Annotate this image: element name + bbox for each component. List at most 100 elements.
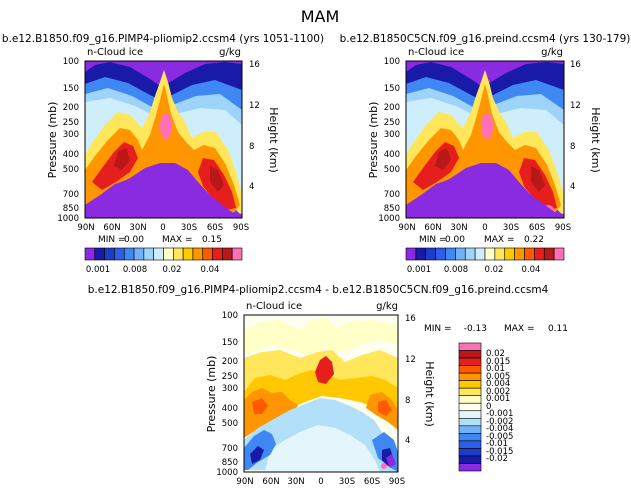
panel-c-colorbar-swatch <box>458 395 482 404</box>
panel-c-min-label: MIN = <box>424 324 452 334</box>
panel-c-colorbar-label: 0.01 <box>486 364 505 374</box>
panel-a-field <box>85 61 242 218</box>
panel-c-xtick: 0 <box>318 477 323 487</box>
panel-a-ytick: 1000 <box>57 214 79 224</box>
panel-c-xtick: 30S <box>339 477 355 487</box>
panel-c-colorbar-label: 0.02 <box>486 349 505 359</box>
panel-c-ytick: 150 <box>222 338 238 348</box>
panel-a-ytick: 250 <box>63 118 79 128</box>
panel-b-units: g/kg <box>541 47 563 58</box>
panel-b-colorbar-swatch <box>425 247 436 261</box>
panel-a-colorbar-swatch <box>104 247 115 261</box>
panel-a-stats: MIN = 0.00 MAX = 0.15 <box>98 235 222 245</box>
panel-c-colorbar-swatch <box>458 425 482 434</box>
panel-b-y2ticks: 16 12 8 4 <box>570 60 581 192</box>
panel-b-colorbar-swatch <box>494 247 506 261</box>
panel-a-ytick: 700 <box>63 190 79 200</box>
panel-c-colorbar-swatch <box>458 380 482 389</box>
panel-b: b.e12.B1850C5CN.f09_g16.preind.ccsm4 (yr… <box>340 33 631 275</box>
panel-b-colorbar-swatch <box>553 247 565 261</box>
panel-b-y2tick: 16 <box>570 60 581 70</box>
panel-b-max-value: 0.22 <box>524 235 544 245</box>
panel-a-ytick: 500 <box>63 165 79 175</box>
panel-b-subtitle: n-Cloud ice <box>408 47 464 58</box>
panel-a-y2ticks: 16 12 8 4 <box>249 60 260 192</box>
panel-a-title: b.e12.B1850.f09_g16.PIMP4-pliomip2.ccsm4… <box>2 33 324 45</box>
panel-c-ytick: 200 <box>222 357 238 367</box>
panel-a-colorbar <box>84 247 243 261</box>
panel-c-colorbar-swatch <box>458 417 482 427</box>
panel-b-colorbar-labels: 0.001 0.008 0.02 0.04 <box>407 265 541 275</box>
panel-a-xtick: 90N <box>77 223 94 233</box>
panel-a-colorbar-label: 0.008 <box>123 265 147 275</box>
panel-a-yticks: 100 150 200 250 300 400 500 700 850 1000 <box>57 57 79 224</box>
panel-b-xtick: 60S <box>529 223 545 233</box>
panel-a-y2tick: 4 <box>249 182 254 192</box>
panel-b-xtick: 90S <box>555 223 571 233</box>
panel-c-xtick: 60S <box>364 477 380 487</box>
panel-a-colorbar-swatch <box>173 247 184 261</box>
panel-c-colorbar-swatch <box>458 402 482 412</box>
panel-c-ytick: 700 <box>222 444 238 454</box>
panel-a-min-label: MIN = <box>98 235 126 245</box>
panel-a-ylabel: Pressure (mb) <box>46 102 59 179</box>
panel-c-max-value: 0.11 <box>548 324 568 334</box>
panel-c-colorbar-swatch <box>458 448 482 457</box>
panel-a-surface-purple <box>85 163 242 218</box>
panel-c-max-label: MAX = <box>504 324 535 334</box>
panel-b-xtick: 90N <box>398 223 415 233</box>
panel-b-ytick: 150 <box>384 84 400 94</box>
panel-b-xtick: 0 <box>482 223 487 233</box>
panel-c-upper-yellow <box>244 318 398 355</box>
panel-c-red-core <box>315 356 334 384</box>
panel-c-colorbar-label: 0.005 <box>486 372 510 382</box>
panel-b-colorbar-swatch <box>435 247 446 261</box>
panel-c-ytick: 100 <box>222 311 238 321</box>
panel-c-colorbar-label: 0.001 <box>486 394 510 404</box>
panel-a-ytick: 300 <box>63 130 79 140</box>
panel-a-colorbar-swatch <box>94 247 105 261</box>
panel-a-orange-core <box>85 84 240 215</box>
panel-b-colorbar-label: 0.001 <box>407 265 431 275</box>
panel-b-orange-core <box>406 84 561 215</box>
panel-c-min-value: -0.13 <box>464 324 487 334</box>
panel-a-xticks: 90N 60N 30N 0 30S 60S 90S <box>77 223 249 233</box>
panel-b-colorbar-label: 0.008 <box>444 265 468 275</box>
panel-b-colorbar-label: 0.02 <box>485 265 504 275</box>
panel-a-colorbar-swatch <box>143 247 154 261</box>
panel-c-frame <box>243 314 399 473</box>
panel-b-xticks: 90N 60N 30N 0 30S 60S 90S <box>398 223 571 233</box>
panel-c-colorbar-swatch <box>458 455 482 464</box>
panel-c-colorbar-label: 0 <box>486 402 491 412</box>
panel-b-colorbar-swatch <box>474 247 486 261</box>
panel-c-colorbar-swatch <box>458 440 482 449</box>
panel-c-ytick: 1000 <box>216 468 238 478</box>
panel-c-yellow-layer <box>244 370 398 428</box>
panel-a-colorbar-label: 0.02 <box>163 265 182 275</box>
panel-a-frame <box>84 60 243 219</box>
panel-a-min-value: 0.00 <box>124 235 144 245</box>
panel-b-colorbar-label: 0.04 <box>522 265 541 275</box>
panel-b-ytick: 700 <box>384 190 400 200</box>
panel-c-colorbar-labels: 0.02 0.015 0.01 0.005 0.004 0.002 0.001 … <box>486 349 513 464</box>
panel-c-field <box>244 315 398 472</box>
panel-a-pink-core <box>160 113 172 139</box>
panel-c-title: b.e12.B1850.f09_g16.PIMP4-pliomip2.ccsm4… <box>88 284 549 296</box>
panel-a-xtick: 30S <box>181 223 197 233</box>
panel-b-dark-core <box>435 148 545 192</box>
panel-c-colorbar-swatch <box>458 463 482 472</box>
panel-b-ytick: 100 <box>384 57 400 67</box>
panel-c-blue-patch <box>244 430 398 472</box>
panel-b-colorbar-swatch <box>524 247 535 261</box>
panel-c-purple-spots <box>386 454 396 468</box>
panel-b-stats: MIN = 0.00 MAX = 0.22 <box>419 235 544 245</box>
panel-b-max-label: MAX = <box>484 235 515 245</box>
panel-b-yticks: 100 150 200 250 300 400 500 700 850 1000 <box>378 57 400 224</box>
panel-c-pale-blue <box>265 425 380 472</box>
panel-c-colorbar-label: -0.001 <box>486 409 513 419</box>
panel-b-ytick: 250 <box>384 118 400 128</box>
panel-b-ytick: 500 <box>384 165 400 175</box>
panel-b-xtick: 30S <box>503 223 519 233</box>
panel-b-y2tick: 4 <box>570 182 575 192</box>
